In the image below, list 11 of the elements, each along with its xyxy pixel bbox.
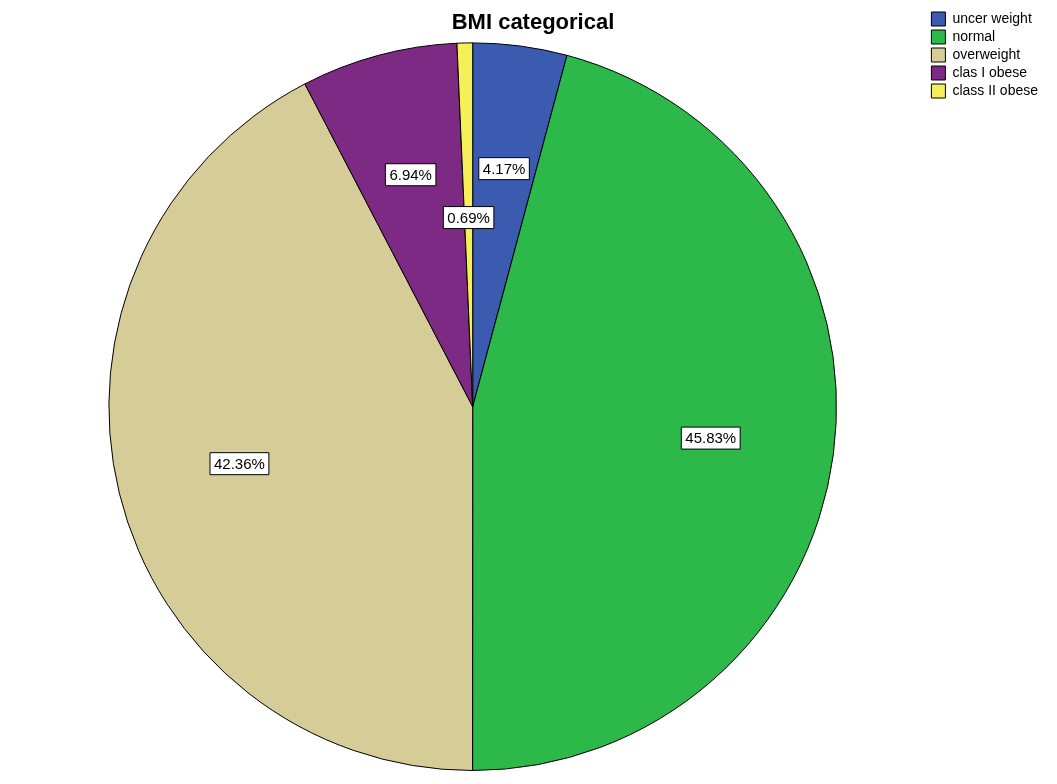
legend-label: clas I obese: [952, 63, 1028, 80]
legend-label: uncer weight: [952, 9, 1032, 26]
legend-label: overweight: [952, 45, 1021, 62]
data-label: 0.69%: [447, 208, 490, 226]
legend-label: class II obese: [952, 81, 1039, 98]
data-label: 42.36%: [214, 454, 265, 472]
data-label: 4.17%: [482, 159, 526, 177]
data-label: 45.83%: [685, 429, 737, 447]
legend-label: normal: [952, 27, 996, 44]
data-label: 6.94%: [389, 165, 432, 183]
chart-title: BMI categorical: [451, 9, 615, 35]
